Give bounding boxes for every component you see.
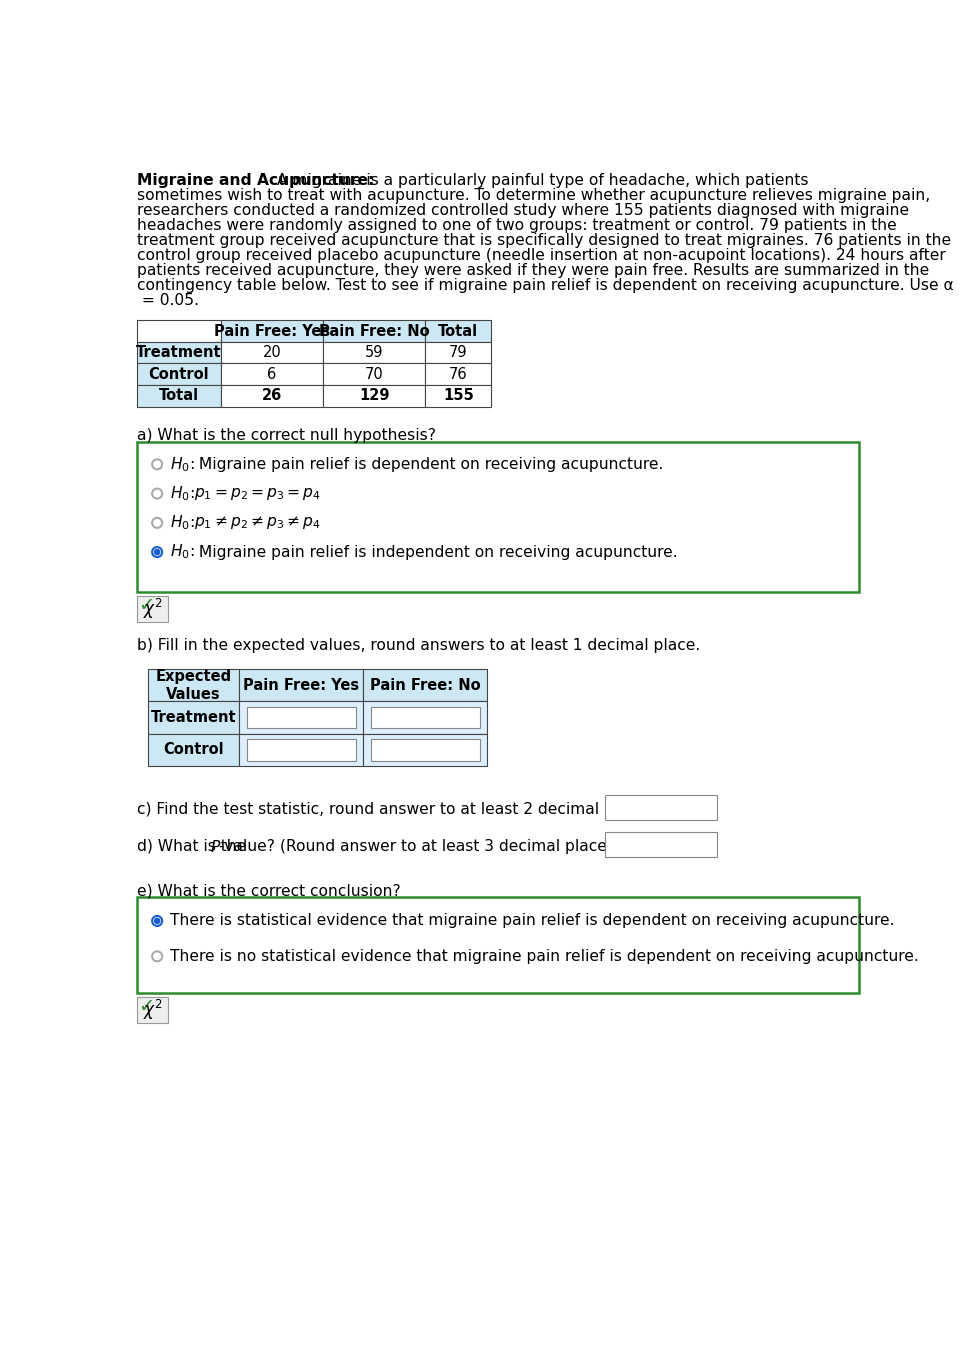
Bar xyxy=(247,739,356,761)
Text: Control: Control xyxy=(163,742,224,757)
Bar xyxy=(137,363,221,385)
Text: Migraine pain relief is independent on receiving acupuncture.: Migraine pain relief is independent on r… xyxy=(193,544,677,559)
Bar xyxy=(137,441,859,592)
Text: ✓: ✓ xyxy=(139,596,155,615)
Text: $P$: $P$ xyxy=(210,838,222,854)
Text: ✓: ✓ xyxy=(139,997,155,1016)
Circle shape xyxy=(152,517,162,528)
Text: Pain Free: No: Pain Free: No xyxy=(370,678,480,693)
Bar xyxy=(426,363,491,385)
Text: Total: Total xyxy=(438,324,478,338)
Circle shape xyxy=(152,952,162,961)
Text: $H_0$:: $H_0$: xyxy=(169,455,194,474)
Text: 26: 26 xyxy=(261,389,282,403)
Text: contingency table below. Test to see if migraine pain relief is dependent on rec: contingency table below. Test to see if … xyxy=(137,279,954,294)
Circle shape xyxy=(152,915,162,926)
Text: $\chi^2$: $\chi^2$ xyxy=(143,998,162,1022)
Bar xyxy=(239,669,364,701)
Text: e) What is the correct conclusion?: e) What is the correct conclusion? xyxy=(137,883,400,898)
Text: patients received acupuncture, they were asked if they were pain free. Results a: patients received acupuncture, they were… xyxy=(137,263,929,279)
Bar xyxy=(148,701,239,734)
Text: Pain Free: Yes: Pain Free: Yes xyxy=(214,324,330,338)
Bar xyxy=(364,734,487,766)
Bar xyxy=(364,701,487,734)
Text: Pain Free: Yes: Pain Free: Yes xyxy=(243,678,360,693)
Text: 70: 70 xyxy=(364,367,384,382)
Text: 79: 79 xyxy=(449,345,468,360)
Bar xyxy=(221,385,323,406)
Circle shape xyxy=(152,459,162,470)
Text: $H_0$:: $H_0$: xyxy=(169,513,194,532)
Bar xyxy=(137,997,168,1024)
Bar xyxy=(148,734,239,766)
Text: treatment group received acupuncture that is specifically designed to treat migr: treatment group received acupuncture tha… xyxy=(137,233,952,248)
Text: 76: 76 xyxy=(449,367,468,382)
Text: 155: 155 xyxy=(443,389,473,403)
Text: Total: Total xyxy=(158,389,199,403)
Text: Treatment: Treatment xyxy=(136,345,222,360)
Text: Migraine and Acupuncture:: Migraine and Acupuncture: xyxy=(137,173,374,188)
Text: sometimes wish to treat with acupuncture. To determine whether acupuncture relie: sometimes wish to treat with acupuncture… xyxy=(137,188,930,203)
Text: a) What is the correct null hypothesis?: a) What is the correct null hypothesis? xyxy=(137,428,436,443)
Bar xyxy=(426,321,491,343)
Bar xyxy=(371,739,479,761)
Text: There is no statistical evidence that migraine pain relief is dependent on recei: There is no statistical evidence that mi… xyxy=(169,949,919,964)
Bar xyxy=(137,343,221,363)
Bar xyxy=(137,321,221,343)
Bar xyxy=(426,385,491,406)
Text: headaches were randomly assigned to one of two groups: treatment or control. 79 : headaches were randomly assigned to one … xyxy=(137,218,897,233)
Text: A migraine is a particularly painful type of headache, which patients: A migraine is a particularly painful typ… xyxy=(272,173,809,188)
Text: c) Find the test statistic, round answer to at least 2 decimal places.: c) Find the test statistic, round answer… xyxy=(137,802,659,816)
Bar xyxy=(323,343,426,363)
Text: Pain Free: No: Pain Free: No xyxy=(319,324,430,338)
Text: control group received placebo acupuncture (needle insertion at non-acupoint loc: control group received placebo acupunctu… xyxy=(137,248,946,263)
Bar xyxy=(137,898,859,994)
Text: = 0.05.: = 0.05. xyxy=(137,294,199,309)
Text: $H_0$:: $H_0$: xyxy=(169,485,194,502)
Bar xyxy=(247,707,356,728)
Bar xyxy=(221,321,323,343)
Text: b) Fill in the expected values, round answers to at least 1 decimal place.: b) Fill in the expected values, round an… xyxy=(137,638,700,654)
Bar xyxy=(323,321,426,343)
Text: Control: Control xyxy=(149,367,209,382)
Text: Treatment: Treatment xyxy=(151,709,236,726)
Text: $H_0$:: $H_0$: xyxy=(169,543,194,562)
Circle shape xyxy=(155,550,159,555)
Text: 6: 6 xyxy=(267,367,276,382)
Bar xyxy=(364,669,487,701)
Text: -value? (Round answer to at least 3 decimal places): -value? (Round answer to at least 3 deci… xyxy=(219,838,621,853)
Circle shape xyxy=(155,918,159,923)
Bar xyxy=(221,343,323,363)
Bar xyxy=(221,363,323,385)
Text: $p_1 = p_2 = p_3 = p_4$: $p_1 = p_2 = p_3 = p_4$ xyxy=(193,486,321,501)
Bar xyxy=(137,385,221,406)
Circle shape xyxy=(152,489,162,498)
Bar xyxy=(606,833,717,857)
Bar xyxy=(137,596,168,623)
Bar xyxy=(426,343,491,363)
Text: Expected
Values: Expected Values xyxy=(156,669,231,701)
Circle shape xyxy=(152,547,162,556)
Text: d) What is the: d) What is the xyxy=(137,838,251,853)
Text: 59: 59 xyxy=(364,345,383,360)
Text: There is statistical evidence that migraine pain relief is dependent on receivin: There is statistical evidence that migra… xyxy=(169,914,894,929)
Text: 20: 20 xyxy=(262,345,281,360)
Bar xyxy=(371,707,479,728)
Text: $\chi^2$: $\chi^2$ xyxy=(143,597,162,621)
Bar xyxy=(323,363,426,385)
Bar xyxy=(323,385,426,406)
Bar xyxy=(239,734,364,766)
Text: Migraine pain relief is dependent on receiving acupuncture.: Migraine pain relief is dependent on rec… xyxy=(193,456,663,471)
Bar xyxy=(148,669,239,701)
Text: 129: 129 xyxy=(359,389,390,403)
Text: researchers conducted a randomized controlled study where 155 patients diagnosed: researchers conducted a randomized contr… xyxy=(137,203,909,218)
Bar xyxy=(606,795,717,821)
Text: $p_1 \neq p_2 \neq p_3 \neq p_4$: $p_1 \neq p_2 \neq p_3 \neq p_4$ xyxy=(193,515,321,531)
Bar xyxy=(239,701,364,734)
